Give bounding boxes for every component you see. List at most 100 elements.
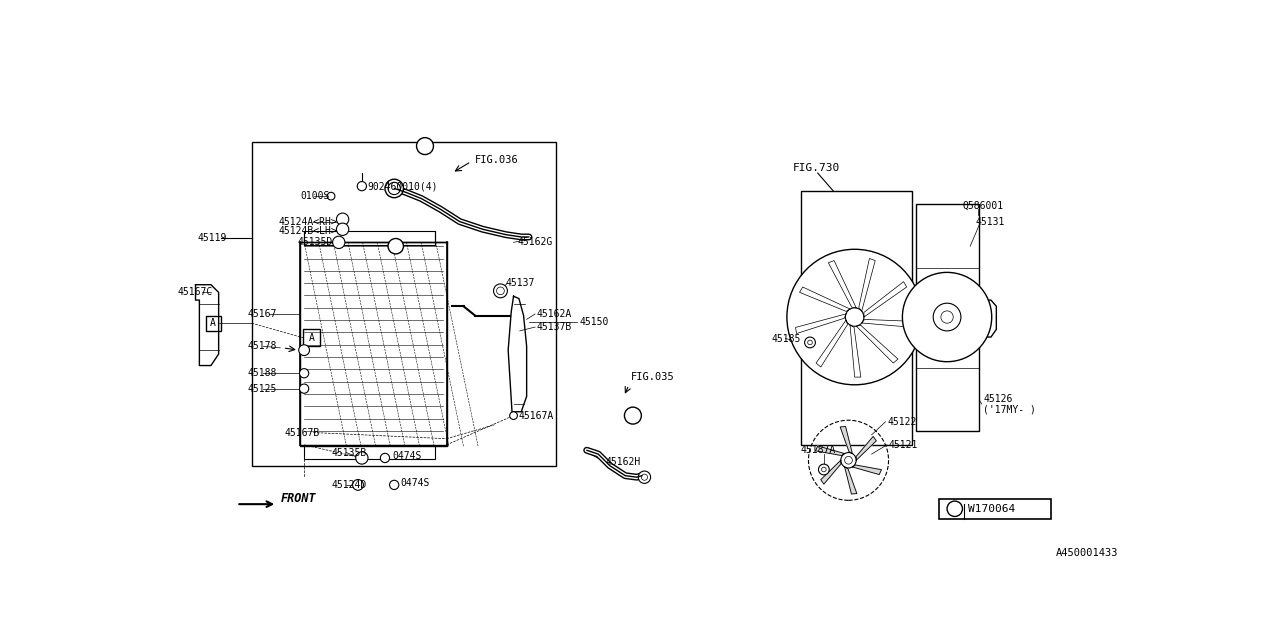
Bar [801, 191, 913, 445]
Circle shape [818, 464, 829, 475]
Text: A: A [210, 318, 216, 328]
Bar [252, 142, 556, 466]
Polygon shape [856, 436, 877, 460]
Polygon shape [852, 465, 882, 475]
Polygon shape [815, 446, 845, 456]
Polygon shape [861, 319, 915, 328]
Text: A450001433: A450001433 [1056, 548, 1117, 557]
Circle shape [380, 453, 389, 463]
Text: 0474S: 0474S [393, 451, 422, 461]
Circle shape [841, 452, 856, 468]
Text: 45178: 45178 [248, 341, 278, 351]
Bar [305, 445, 435, 459]
Circle shape [388, 239, 403, 254]
Polygon shape [840, 426, 852, 454]
Polygon shape [859, 259, 876, 311]
Text: 45121: 45121 [888, 440, 918, 450]
Polygon shape [820, 460, 841, 484]
Circle shape [300, 384, 308, 393]
Text: 1: 1 [393, 241, 398, 251]
Text: 45167B: 45167B [285, 428, 320, 438]
Circle shape [298, 345, 310, 356]
Polygon shape [800, 287, 850, 311]
Circle shape [328, 192, 335, 200]
Text: 0100S: 0100S [301, 191, 330, 201]
Circle shape [822, 467, 826, 472]
Bar [305, 231, 435, 244]
Text: 45124A<RH>: 45124A<RH> [279, 216, 338, 227]
Text: FIG.730: FIG.730 [794, 163, 840, 173]
Circle shape [494, 284, 507, 298]
Bar [206, 316, 221, 331]
Text: 45167A: 45167A [518, 411, 554, 420]
Text: A: A [308, 333, 315, 343]
Polygon shape [817, 320, 847, 367]
Bar [303, 330, 320, 346]
Text: W170064: W170064 [968, 504, 1015, 514]
Text: 45137B: 45137B [536, 322, 572, 332]
Text: 45167: 45167 [248, 309, 278, 319]
Text: 45131: 45131 [975, 216, 1005, 227]
Circle shape [845, 456, 852, 464]
Circle shape [805, 337, 815, 348]
Circle shape [787, 249, 923, 385]
Text: 45185: 45185 [772, 333, 801, 344]
Bar [916, 204, 979, 431]
Text: 45135B: 45135B [332, 447, 366, 458]
Text: 1: 1 [951, 504, 957, 514]
Circle shape [497, 287, 504, 294]
Text: 45124D: 45124D [332, 480, 366, 490]
Text: 45135D: 45135D [298, 237, 333, 247]
Polygon shape [828, 260, 856, 308]
Text: Q586001: Q586001 [963, 201, 1004, 211]
Text: 45162H: 45162H [605, 457, 641, 467]
Bar [301, 243, 447, 447]
Text: 45187A: 45187A [801, 445, 836, 455]
Circle shape [902, 273, 992, 362]
Polygon shape [856, 325, 899, 363]
Text: 1: 1 [422, 141, 428, 151]
Text: 45162A: 45162A [536, 309, 572, 319]
Text: 45137: 45137 [506, 278, 535, 288]
Text: 45150: 45150 [579, 317, 608, 326]
Text: FIG.035: FIG.035 [631, 372, 675, 382]
Text: 45167C: 45167C [177, 287, 212, 298]
Text: 45126: 45126 [983, 394, 1012, 404]
Text: 45124B<LH>: 45124B<LH> [279, 226, 338, 236]
Circle shape [300, 369, 308, 378]
Circle shape [357, 182, 366, 191]
Circle shape [337, 213, 348, 225]
Circle shape [947, 501, 963, 516]
Text: 0474S: 0474S [401, 478, 430, 488]
Circle shape [941, 311, 954, 323]
Text: 1: 1 [630, 411, 636, 420]
Circle shape [509, 412, 517, 419]
Circle shape [352, 479, 364, 490]
Polygon shape [850, 325, 861, 377]
Circle shape [388, 182, 401, 195]
Bar [940, 499, 1051, 519]
Text: 45125: 45125 [248, 383, 278, 394]
Circle shape [356, 452, 369, 464]
Text: FRONT: FRONT [280, 492, 316, 505]
Polygon shape [864, 282, 906, 317]
Polygon shape [508, 296, 526, 412]
Text: 45122: 45122 [887, 417, 916, 427]
Circle shape [385, 179, 403, 198]
Polygon shape [795, 314, 846, 333]
Circle shape [333, 236, 344, 248]
Text: 45119: 45119 [198, 234, 228, 243]
Circle shape [845, 308, 864, 326]
Text: FIG.036: FIG.036 [475, 155, 518, 165]
Circle shape [808, 340, 813, 345]
Circle shape [389, 480, 399, 490]
Circle shape [416, 138, 434, 155]
Circle shape [641, 474, 648, 480]
Circle shape [639, 471, 650, 483]
Circle shape [933, 303, 961, 331]
Circle shape [337, 223, 348, 236]
Circle shape [625, 407, 641, 424]
Text: 45188: 45188 [248, 368, 278, 378]
Text: ('17MY- ): ('17MY- ) [983, 404, 1036, 415]
Polygon shape [845, 467, 856, 494]
